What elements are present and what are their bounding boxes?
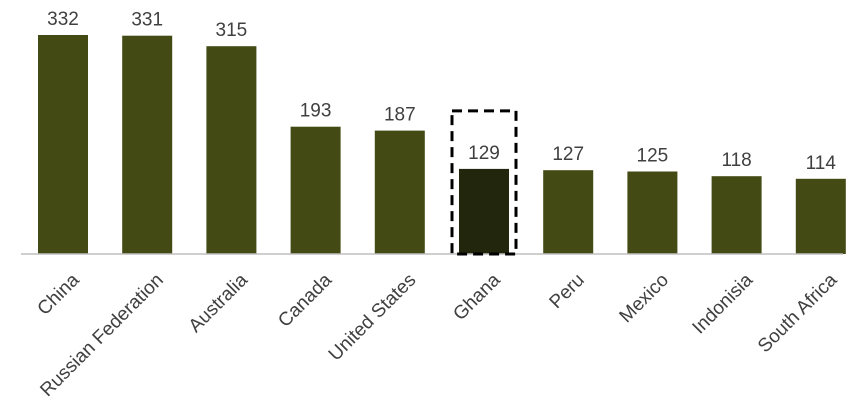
bar-china — [38, 35, 88, 254]
value-label: 315 — [216, 20, 248, 41]
bars-group — [38, 35, 846, 255]
bar-canada — [290, 126, 341, 254]
bar-peru — [543, 170, 594, 254]
value-label: 129 — [468, 143, 500, 164]
value-label: 187 — [384, 105, 416, 126]
value-label: 193 — [300, 101, 332, 122]
category-label: Ghana — [449, 269, 504, 324]
bar-united-states — [374, 130, 425, 254]
value-label: 114 — [806, 153, 837, 174]
category-label: Australia — [185, 269, 252, 336]
category-label: Mexico — [616, 270, 673, 327]
bar-indonisia — [711, 176, 762, 254]
value-label: 118 — [721, 150, 751, 171]
bar-russian-federation — [122, 35, 173, 255]
value-label: 127 — [552, 144, 584, 165]
category-label: South Africa — [754, 269, 842, 357]
bar-ghana — [459, 168, 509, 254]
value-label: 331 — [131, 10, 163, 31]
category-label: China — [34, 269, 84, 319]
value-labels-group: 332 331 315 193 187 129 127 125 118 114 — [47, 9, 836, 174]
category-label: Indonisia — [689, 269, 758, 338]
bar-mexico — [627, 171, 678, 254]
category-label: Canada — [274, 269, 336, 331]
bar-australia — [206, 46, 257, 255]
value-label: 332 — [47, 9, 79, 30]
value-label: 125 — [637, 146, 669, 167]
highlight-box — [450, 109, 518, 256]
category-label: Peru — [546, 270, 589, 313]
category-label: United States — [325, 270, 421, 366]
bar-south-africa — [795, 178, 846, 254]
